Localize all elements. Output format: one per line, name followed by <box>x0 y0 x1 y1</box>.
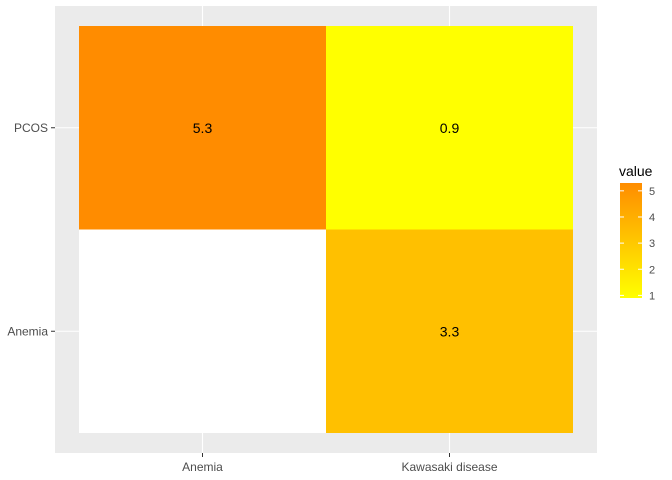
legend-title: value <box>619 163 653 179</box>
legend-tick-label-5: 5 <box>649 186 655 198</box>
heatmap-cell-anemia-pcos <box>79 26 326 230</box>
legend-tick-label-1: 1 <box>649 290 655 302</box>
y-tick-label-pcos: PCOS <box>14 121 48 135</box>
legend-tick-label-4: 4 <box>649 212 655 224</box>
heatmap-cell-anemia-anemia <box>79 229 326 433</box>
legend-tick-label-3: 3 <box>649 238 655 250</box>
cell-label-kawasaki-disease-pcos: 0.9 <box>440 120 460 136</box>
y-tick-label-anemia: Anemia <box>7 324 48 338</box>
x-tick-label-kawasaki-disease: Kawasaki disease <box>401 460 497 474</box>
legend-tick-label-2: 2 <box>649 264 655 276</box>
cell-label-kawasaki-disease-anemia: 3.3 <box>440 323 460 339</box>
x-tick-label-anemia: Anemia <box>182 460 223 474</box>
heatmap-cell-kawasaki-disease-anemia <box>326 229 573 433</box>
heatmap-cell-kawasaki-disease-pcos <box>326 26 573 230</box>
legend-colorbar <box>620 183 642 298</box>
cell-label-anemia-pcos: 5.3 <box>193 120 213 136</box>
